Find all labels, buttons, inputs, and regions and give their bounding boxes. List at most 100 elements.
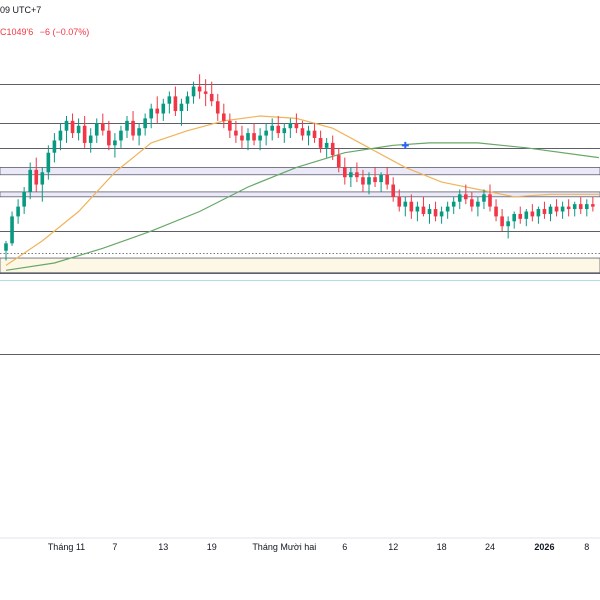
candle-body (94, 123, 99, 136)
candle-body (70, 120, 75, 134)
candle-body (270, 125, 274, 131)
candle (336, 147, 341, 173)
candle-body (252, 133, 256, 141)
x-tick-label: 2026 (534, 542, 554, 552)
candle-body (64, 120, 69, 131)
candle (131, 111, 135, 141)
candle (560, 201, 565, 219)
candle-body (197, 86, 202, 92)
candle-body (58, 130, 63, 141)
candle-body (28, 169, 32, 192)
candle-body (101, 123, 105, 131)
candle (572, 201, 577, 217)
candle (330, 135, 335, 161)
candle (451, 196, 456, 214)
candle-body (470, 199, 474, 207)
candle (173, 86, 178, 116)
candle-body (361, 177, 365, 185)
chart-header-time: 09 UTC+7 (0, 5, 42, 15)
candle-body (403, 201, 408, 207)
candle (421, 196, 426, 217)
candle-body (324, 142, 329, 148)
candle-body (173, 96, 178, 112)
candle (288, 118, 293, 138)
candle (318, 130, 323, 153)
candle-body (585, 204, 589, 210)
candle-body (240, 135, 244, 141)
zone-0 (0, 166, 600, 176)
candle-body (330, 142, 335, 156)
candle-body (451, 201, 456, 207)
candle-body (373, 177, 377, 183)
candle-body (312, 130, 317, 138)
candle (494, 199, 498, 222)
candle-body (554, 206, 559, 212)
candle-body (445, 206, 450, 212)
candle (4, 240, 8, 261)
candle-body (137, 128, 141, 136)
candle (427, 204, 432, 224)
candle (409, 194, 414, 219)
candle-body (113, 140, 117, 146)
candle-body (494, 206, 498, 217)
candle-body (578, 204, 583, 210)
candle (185, 91, 190, 112)
candle (361, 169, 365, 192)
candle-body (234, 130, 238, 136)
candle (228, 113, 232, 138)
candle-body (488, 194, 492, 207)
x-tick-label: 12 (388, 542, 398, 552)
candle-body (125, 120, 129, 131)
candle-body (433, 209, 438, 217)
candle (566, 199, 571, 217)
candle-body (524, 211, 529, 219)
candle-body (409, 201, 414, 212)
candle-body (457, 194, 462, 202)
candle (179, 98, 184, 126)
candle-body (355, 172, 359, 178)
candle (191, 81, 196, 104)
candle-body (82, 125, 87, 143)
candle (276, 115, 281, 138)
horizontal-levels-layer (0, 84, 600, 355)
candle-body (542, 209, 547, 214)
last-price-label: C1049'6 (0, 27, 34, 37)
x-tick-label: 8 (584, 542, 589, 552)
candle-body (300, 128, 305, 136)
candle (70, 113, 75, 138)
candle (113, 133, 117, 158)
candle (415, 201, 420, 222)
candle-body (427, 209, 432, 214)
candle (143, 113, 147, 136)
candle-body (88, 135, 93, 143)
candle-body (397, 196, 402, 207)
candle (258, 128, 262, 151)
candle-body (591, 204, 595, 207)
candle (197, 74, 202, 99)
candle (524, 209, 529, 227)
candle-body (306, 130, 311, 136)
candle (82, 115, 87, 148)
candle (240, 125, 244, 148)
candle-body (22, 191, 26, 207)
candle-body (185, 96, 190, 104)
candle (355, 162, 359, 183)
candle (476, 196, 480, 217)
candle (215, 93, 220, 121)
candle-body (16, 206, 20, 217)
candle (64, 115, 69, 143)
candle-body (367, 177, 371, 185)
candle (397, 189, 402, 212)
candle-body (34, 169, 39, 185)
candle (512, 211, 516, 229)
candle (488, 184, 492, 212)
candle (464, 184, 468, 205)
candle (457, 189, 462, 210)
candle-body (76, 125, 81, 134)
candle-body (464, 194, 468, 200)
candle-body (264, 130, 268, 136)
candle (203, 79, 208, 107)
candle-body (560, 206, 565, 212)
candle (391, 177, 395, 202)
